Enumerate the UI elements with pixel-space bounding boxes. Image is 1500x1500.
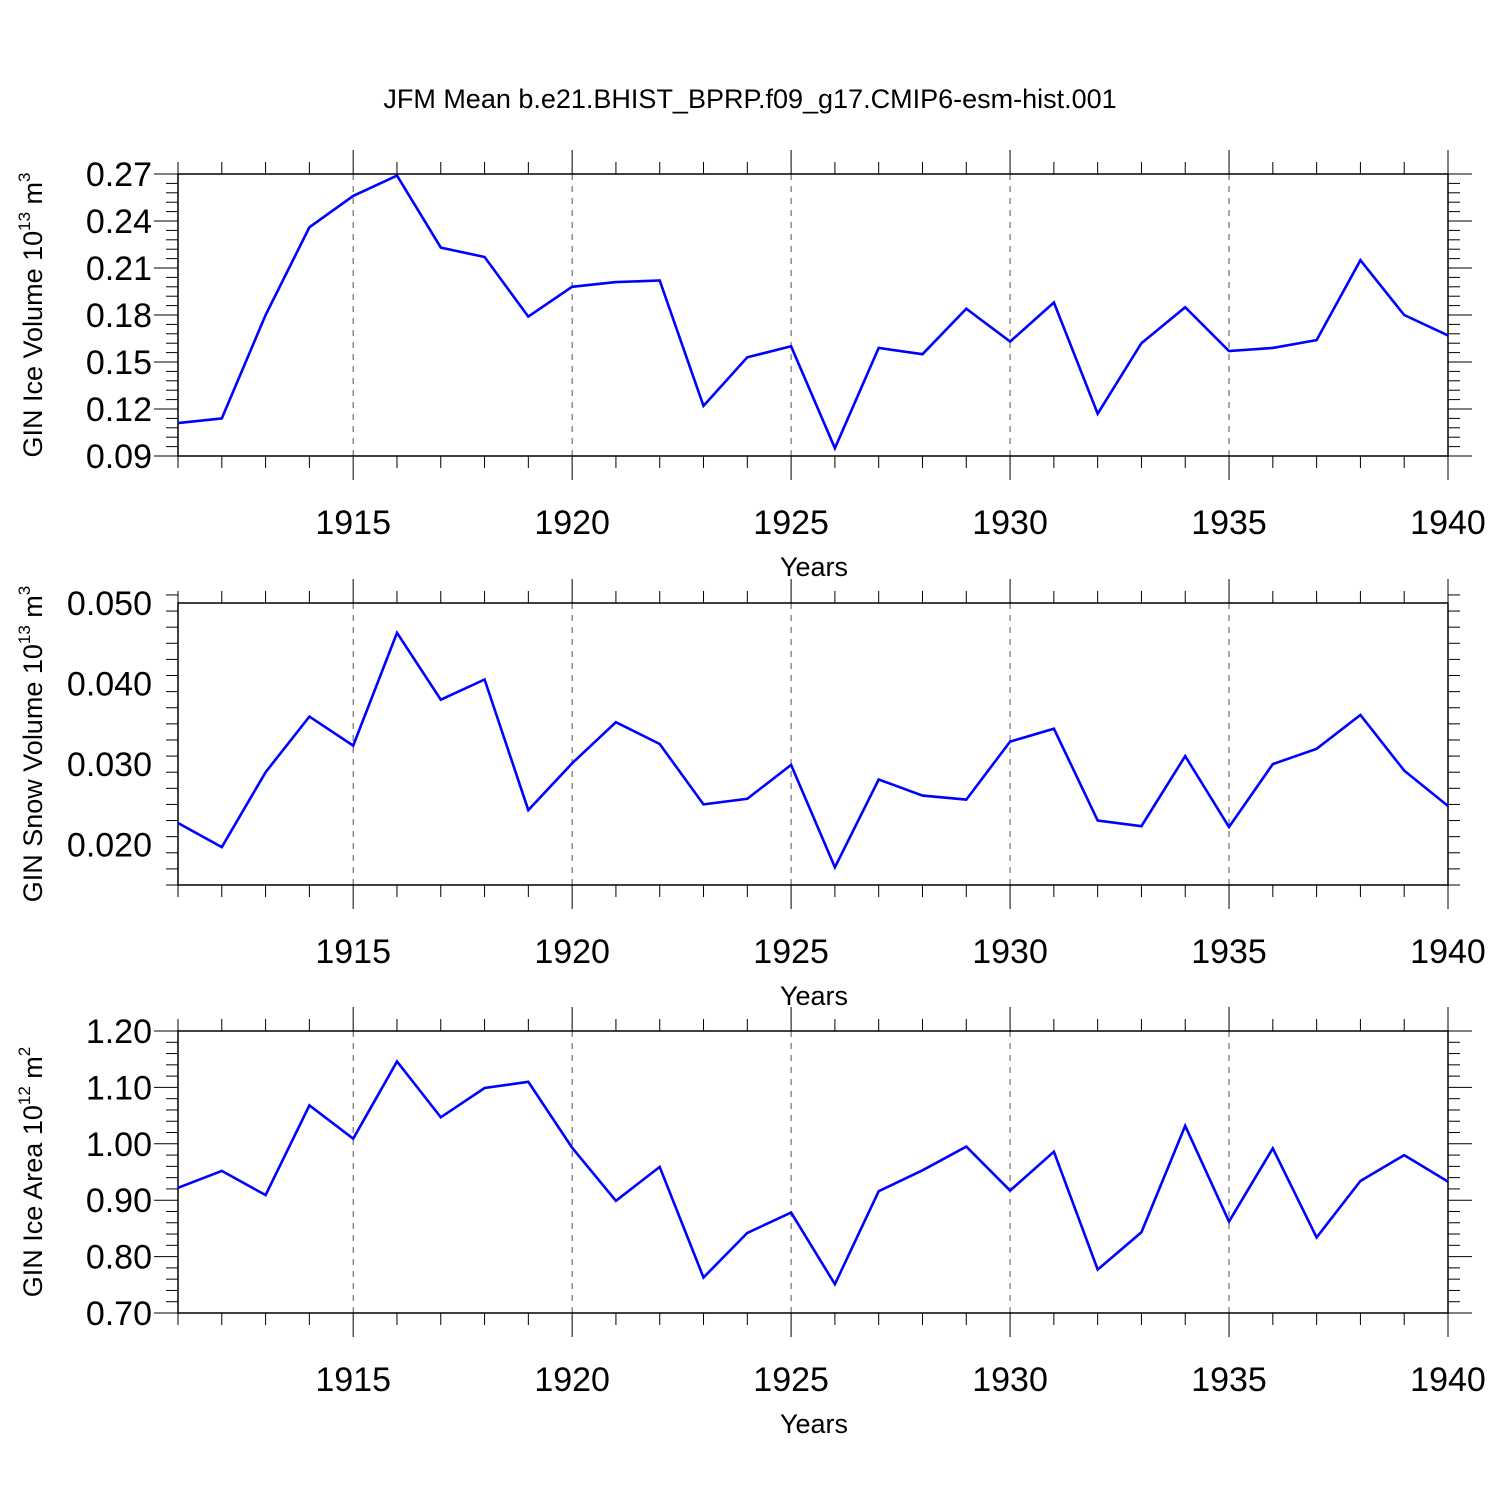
y-axis-title: GIN Ice Area 1012 m2 <box>15 1047 48 1298</box>
x-tick-label: 1920 <box>534 504 610 542</box>
y-tick-label: 0.18 <box>86 297 152 335</box>
x-tick-label: 1920 <box>534 1361 610 1399</box>
x-tick-label: 1930 <box>972 504 1048 542</box>
x-tick-label: 1935 <box>1191 933 1267 971</box>
y-tick-label: 0.12 <box>86 391 152 429</box>
plot-frame <box>177 1030 1449 1314</box>
y-tick-label: 0.09 <box>86 438 152 476</box>
y-tick-label: 0.27 <box>86 156 152 194</box>
series-line <box>177 629 1449 871</box>
y-axis-title: GIN Ice Volume 1013 m3 <box>15 172 48 457</box>
x-tick-label: 1920 <box>534 933 610 971</box>
y-tick-label: 0.24 <box>86 203 152 241</box>
y-tick-label: 0.040 <box>67 666 152 704</box>
x-tick-label: 1915 <box>315 504 391 542</box>
series-line <box>177 173 1449 452</box>
x-tick-label: 1925 <box>753 933 829 971</box>
x-tick-label: 1925 <box>753 504 829 542</box>
x-axis-title: Years <box>780 981 848 1011</box>
x-tick-label: 1925 <box>753 1361 829 1399</box>
y-tick-label: 0.90 <box>86 1182 152 1220</box>
panel-1: 1915 1920 1925 1930 1935 1940 0.09 0.12 0.15 0.18… <box>15 150 1486 582</box>
y-tick-label: 1.10 <box>86 1069 152 1107</box>
x-tick-label: 1930 <box>972 933 1048 971</box>
y-tick-label: 0.21 <box>86 250 152 288</box>
y-tick-label: 1.20 <box>86 1013 152 1051</box>
panel-3: 1915 1920 1925 1930 1935 1940 0.70 0.80 0.90 1.00… <box>15 1007 1486 1439</box>
x-tick-label: 1940 <box>1410 1361 1486 1399</box>
x-tick-label: 1915 <box>315 933 391 971</box>
panel-2: 1915 1920 1925 1930 1935 1940 0.020 0.030 0.040 0… <box>15 579 1486 1011</box>
y-tick-label: 0.030 <box>67 746 152 784</box>
y-axis-title: GIN Snow Volume 1013 m3 <box>15 586 48 903</box>
y-tick-label: 0.70 <box>86 1295 152 1333</box>
series-line <box>177 1059 1449 1287</box>
y-tick-label: 0.020 <box>67 827 152 865</box>
x-tick-label: 1935 <box>1191 1361 1267 1399</box>
x-axis-title: Years <box>780 552 848 582</box>
x-tick-label: 1940 <box>1410 933 1486 971</box>
x-tick-label: 1915 <box>315 1361 391 1399</box>
y-tick-label: 0.15 <box>86 344 152 382</box>
plot-frame <box>177 602 1449 886</box>
y-tick-label: 0.80 <box>86 1239 152 1277</box>
plot-frame <box>177 173 1449 457</box>
x-tick-label: 1935 <box>1191 504 1267 542</box>
figure-title: JFM Mean b.e21.BHIST_BPRP.f09_g17.CMIP6-… <box>383 84 1117 114</box>
y-tick-label: 1.00 <box>86 1126 152 1164</box>
x-tick-label: 1930 <box>972 1361 1048 1399</box>
x-tick-label: 1940 <box>1410 504 1486 542</box>
y-tick-label: 0.050 <box>67 585 152 623</box>
x-axis-title: Years <box>780 1409 848 1439</box>
